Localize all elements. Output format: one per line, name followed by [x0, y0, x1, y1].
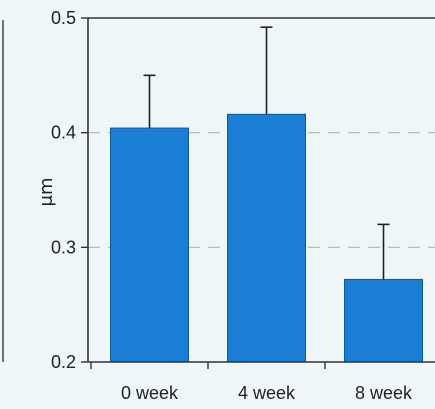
x-ticks: 0 week 4 week 8 week: [90, 362, 413, 403]
y-tick-label: 0.5: [51, 8, 76, 28]
bar-0-week: [110, 127, 189, 363]
bar-8-week: [344, 278, 423, 363]
error-bars: [143, 26, 390, 280]
bars: [110, 113, 423, 363]
x-tick-label: 8 week: [355, 383, 413, 403]
y-tick-label: 0.2: [51, 352, 76, 372]
axes: [87, 17, 435, 363]
x-tick-label: 0 week: [121, 383, 179, 403]
bar-4-week: [227, 113, 306, 363]
y-tick-label: 0.3: [51, 237, 76, 257]
x-tick-label: 4 week: [238, 383, 296, 403]
gridlines: [88, 132, 435, 248]
y-tick-label: 0.4: [51, 123, 76, 143]
y-ticks: 0.2 0.3 0.4 0.5: [51, 8, 88, 372]
y-axis-title: μm: [36, 178, 57, 207]
